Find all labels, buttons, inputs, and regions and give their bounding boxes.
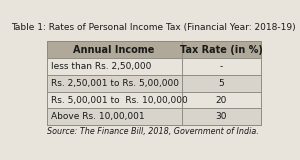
Bar	[182, 41, 261, 58]
Text: Rs. 2,50,001 to Rs. 5,00,000: Rs. 2,50,001 to Rs. 5,00,000	[51, 79, 179, 88]
Bar	[182, 108, 261, 125]
Text: -: -	[220, 62, 223, 71]
Bar	[182, 92, 261, 108]
Bar	[47, 58, 182, 75]
Text: Rs. 5,00,001 to  Rs. 10,00,000: Rs. 5,00,001 to Rs. 10,00,000	[51, 96, 188, 104]
Bar	[47, 75, 182, 92]
Text: 30: 30	[215, 112, 227, 121]
Text: Annual Income: Annual Income	[74, 45, 155, 55]
Bar	[47, 41, 182, 58]
Bar	[182, 58, 261, 75]
Text: 20: 20	[215, 96, 227, 104]
Text: Table 1: Rates of Personal Income Tax (Financial Year: 2018-19): Table 1: Rates of Personal Income Tax (F…	[11, 23, 296, 32]
Bar	[182, 75, 261, 92]
Text: Above Rs. 10,00,001: Above Rs. 10,00,001	[51, 112, 145, 121]
Bar	[47, 92, 182, 108]
Bar	[47, 108, 182, 125]
Bar	[47, 41, 261, 125]
Text: less than Rs. 2,50,000: less than Rs. 2,50,000	[51, 62, 152, 71]
Text: Tax Rate (in %): Tax Rate (in %)	[180, 45, 262, 55]
Text: 5: 5	[218, 79, 224, 88]
Text: Source: The Finance Bill, 2018, Government of India.: Source: The Finance Bill, 2018, Governme…	[47, 127, 259, 136]
